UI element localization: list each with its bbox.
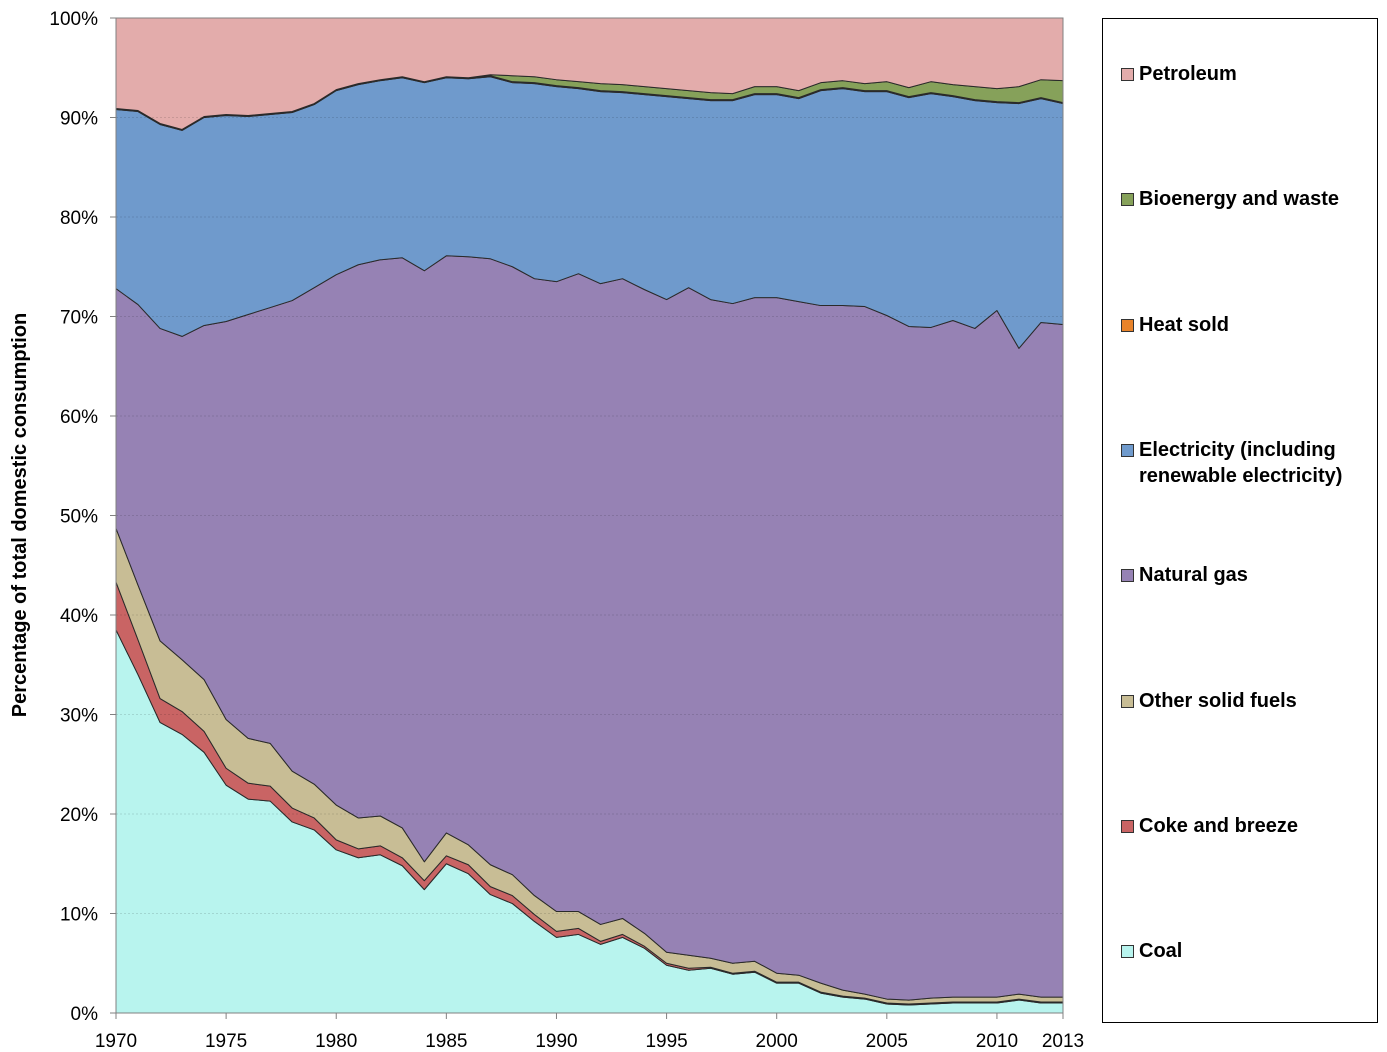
legend-label: Other solid fuels <box>1139 689 1297 712</box>
legend-label: Heat sold <box>1139 313 1230 336</box>
y-tick-label: 40% <box>60 606 98 627</box>
legend-entry: Petroleum <box>1121 61 1374 87</box>
legend-label: Coal <box>1139 940 1183 963</box>
legend-label: Coke and breeze <box>1139 814 1298 837</box>
y-tick-label: 30% <box>60 706 98 727</box>
legend-label: Natural gas <box>1139 564 1248 587</box>
x-tick-label: 1990 <box>535 1031 577 1052</box>
y-tick-label: 90% <box>60 109 98 130</box>
legend-entry: Coal <box>1121 938 1374 964</box>
legend-swatch <box>1121 193 1134 207</box>
x-tick-label: 2010 <box>976 1031 1018 1052</box>
y-tick-label: 100% <box>49 9 98 30</box>
legend-swatch <box>1121 443 1134 457</box>
y-tick-label: 0% <box>71 1004 99 1025</box>
legend-swatch <box>1121 694 1134 708</box>
legend-swatch <box>1121 318 1134 332</box>
x-tick-label: 2000 <box>756 1031 798 1052</box>
y-axis-label: Percentage of total domestic consumption <box>9 313 31 718</box>
legend-label: Bioenergy and waste <box>1139 188 1340 211</box>
legend-entry: Other solid fuels <box>1121 688 1374 714</box>
x-tick-label: 1980 <box>315 1031 357 1052</box>
legend-swatch <box>1121 569 1134 583</box>
x-tick-label: 1970 <box>95 1031 137 1052</box>
legend-label: Petroleum <box>1139 63 1237 85</box>
y-tick-label: 20% <box>60 805 98 826</box>
x-tick-label: 1985 <box>425 1031 467 1052</box>
legend: Petroleum Bioenergy and waste Heat sold Ele… <box>1102 18 1378 1023</box>
legend-entry: Heat sold <box>1121 312 1374 338</box>
y-tick-label: 70% <box>60 308 98 329</box>
y-tick-label: 60% <box>60 407 98 428</box>
legend-swatch <box>1121 819 1134 833</box>
x-tick-label: 2005 <box>866 1031 908 1052</box>
legend-entry: Bioenergy and waste <box>1121 186 1374 212</box>
y-tick-label: 50% <box>60 507 98 528</box>
legend-entry: Natural gas <box>1121 562 1374 588</box>
x-tick-label: 2013 <box>1042 1031 1084 1052</box>
legend-label: Electricity (including renewable electri… <box>1139 438 1343 487</box>
legend-entry: Electricity (including renewable electri… <box>1121 437 1374 489</box>
y-tick-label: 80% <box>60 208 98 229</box>
x-tick-label: 1995 <box>645 1031 687 1052</box>
legend-entry: Coke and breeze <box>1121 813 1374 839</box>
plot-frame <box>115 17 1064 1014</box>
legend-swatch <box>1121 945 1134 959</box>
chart: Percentage of total domestic consumption… <box>9 9 1084 1052</box>
legend-swatch <box>1121 68 1134 81</box>
x-tick-label: 1975 <box>205 1031 247 1052</box>
y-tick-label: 10% <box>60 905 98 926</box>
